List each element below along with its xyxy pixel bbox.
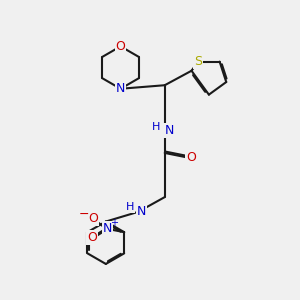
- Text: O: O: [186, 151, 196, 164]
- Text: H: H: [126, 202, 134, 212]
- Text: O: O: [88, 212, 98, 225]
- Text: O: O: [87, 231, 97, 244]
- Text: O: O: [116, 40, 125, 53]
- Text: +: +: [110, 218, 118, 228]
- Text: H: H: [152, 122, 161, 132]
- Text: S: S: [194, 55, 202, 68]
- Text: N: N: [103, 222, 112, 235]
- Text: N: N: [116, 82, 125, 95]
- Text: N: N: [137, 205, 146, 218]
- Text: N: N: [164, 124, 174, 137]
- Text: −: −: [79, 208, 90, 221]
